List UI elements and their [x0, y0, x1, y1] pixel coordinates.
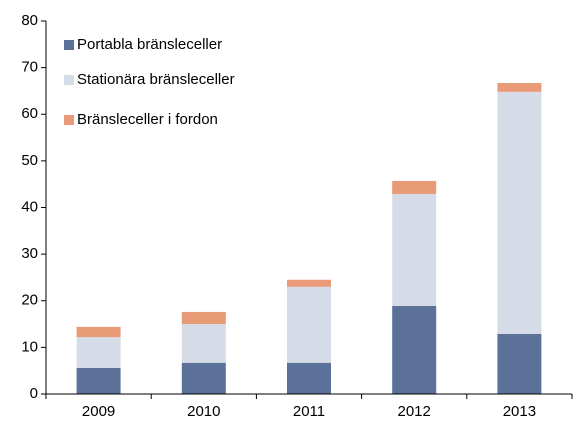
bar-segment: [392, 180, 437, 194]
legend-swatch: [64, 75, 74, 85]
bar-segment: [392, 305, 437, 394]
bar-segment: [497, 91, 542, 334]
legend-swatch: [64, 115, 74, 125]
bar-segment: [287, 362, 331, 394]
y-tick-label: 20: [21, 292, 38, 309]
y-tick-label: 70: [21, 59, 38, 76]
bar-segment: [181, 362, 226, 394]
x-tick-label: 2009: [82, 403, 115, 420]
y-tick-label: 30: [21, 245, 38, 262]
y-tick-label: 0: [30, 385, 38, 402]
x-tick-label: 2012: [398, 403, 431, 420]
legend-label: Bränsleceller i fordon: [77, 111, 218, 128]
y-tick-label: 80: [21, 12, 38, 29]
legend-label: Stationära bränsleceller: [77, 71, 235, 88]
bar-segment: [287, 279, 331, 287]
bar-segment: [76, 326, 121, 338]
bar-segment: [76, 367, 121, 394]
bar-segment: [392, 193, 437, 306]
y-tick-label: 40: [21, 198, 38, 215]
x-tick-label: 2011: [293, 403, 325, 420]
x-tick-label: 2010: [187, 403, 220, 420]
legend-label: Portabla bränsleceller: [77, 36, 222, 53]
bar-segment: [181, 324, 226, 363]
bar-segment: [497, 83, 542, 92]
bar-segment: [76, 337, 121, 368]
x-tick-label: 2013: [503, 403, 536, 420]
y-tick-label: 10: [21, 338, 38, 355]
legend-swatch: [64, 40, 74, 50]
y-tick-label: 50: [21, 152, 38, 169]
bar-segment: [181, 311, 226, 325]
bar-segment: [497, 333, 542, 394]
y-tick-label: 60: [21, 105, 38, 122]
bar-segment: [287, 286, 331, 363]
